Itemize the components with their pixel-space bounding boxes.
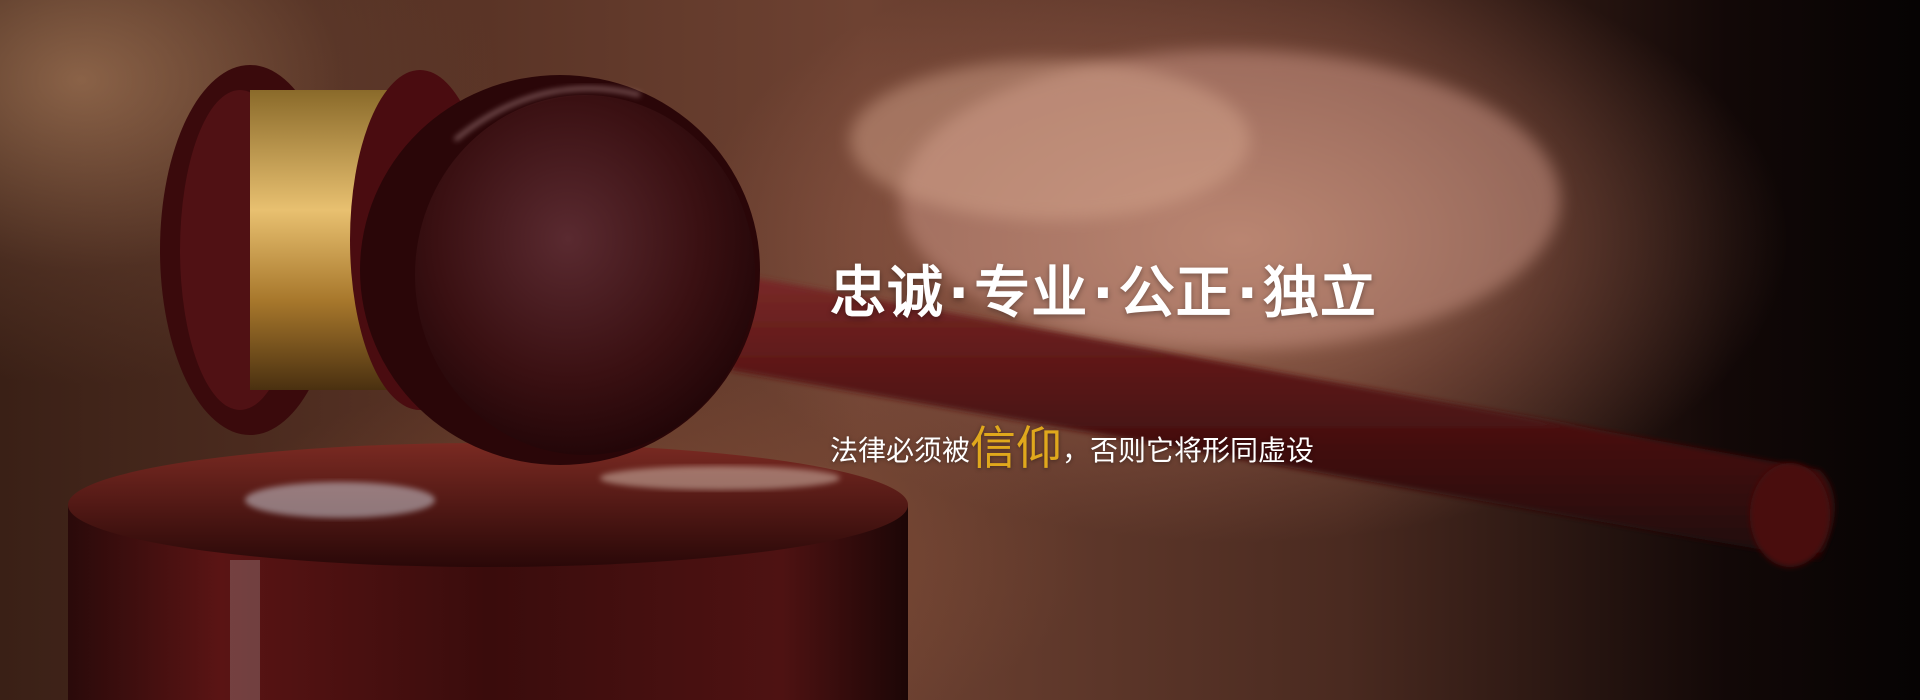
tagline-separator: · (1236, 261, 1259, 326)
tagline-heading: 忠诚·专业·公正·独立 (830, 248, 1377, 329)
motto-text: 法律必须被信仰，否则它将形同虚设 (830, 412, 1314, 478)
tagline-part-independence: 独立 (1262, 261, 1377, 326)
motto-accent-word: 信仰 (970, 421, 1063, 475)
motto-after: ，否则它将形同虚设 (1062, 434, 1315, 467)
tagline-separator: · (948, 261, 971, 326)
tagline-part-fairness: 公正 (1118, 261, 1233, 326)
tagline-part-loyalty: 忠诚 (830, 261, 944, 326)
tagline-separator: · (1092, 261, 1115, 326)
motto-before: 法律必须被 (830, 434, 971, 467)
tagline-part-professional: 专业 (974, 261, 1089, 326)
